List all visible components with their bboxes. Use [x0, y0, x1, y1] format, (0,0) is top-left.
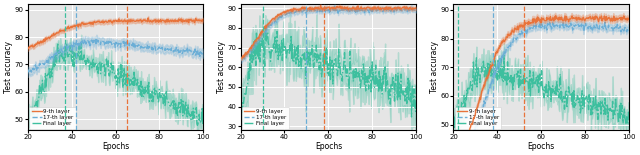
Y-axis label: Test accuracy: Test accuracy [4, 41, 13, 93]
X-axis label: Epochs: Epochs [315, 142, 342, 151]
Legend: 9-th layer, 17-th layer, Final layer: 9-th layer, 17-th layer, Final layer [455, 107, 502, 129]
Legend: 9-th layer, 17-th layer, Final layer: 9-th layer, 17-th layer, Final layer [29, 107, 76, 129]
Y-axis label: Test accuracy: Test accuracy [217, 41, 226, 93]
Legend: 9-th layer, 17-th layer, Final layer: 9-th layer, 17-th layer, Final layer [243, 107, 289, 129]
X-axis label: Epochs: Epochs [527, 142, 555, 151]
Y-axis label: Test accuracy: Test accuracy [430, 41, 439, 93]
X-axis label: Epochs: Epochs [102, 142, 129, 151]
